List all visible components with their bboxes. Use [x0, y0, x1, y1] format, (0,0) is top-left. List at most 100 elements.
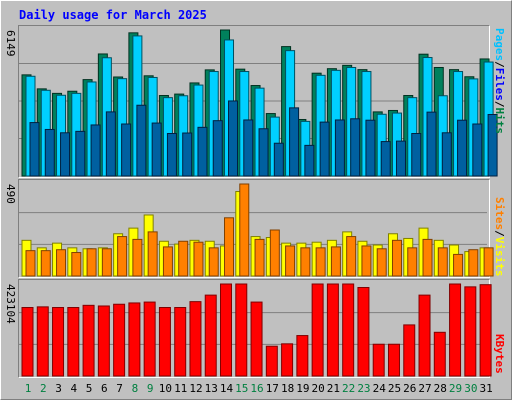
day-label-4: 4 — [70, 382, 78, 395]
day-label-21: 21 — [326, 382, 341, 395]
kbytes-bar-kbytes-12 — [189, 301, 202, 377]
visits-bar-sites-7 — [117, 236, 128, 277]
day-label-9: 9 — [146, 382, 154, 395]
day-label-22: 22 — [342, 382, 356, 395]
day-label-8: 8 — [131, 382, 139, 395]
hits-bar-pages-1 — [29, 122, 40, 177]
visits-bar-sites-4 — [71, 252, 82, 277]
hits-bar-pages-11 — [182, 132, 193, 177]
visits-bar-sites-2 — [40, 250, 51, 277]
legend-kbytes: KBytes — [493, 334, 506, 374]
visits-bar-sites-31 — [483, 247, 494, 277]
kbytes-bar-kbytes-7 — [113, 303, 126, 377]
kbytes-bar-kbytes-30 — [464, 286, 477, 377]
hits-bar-pages-3 — [60, 132, 71, 177]
visits-bar-sites-10 — [162, 246, 173, 277]
day-label-20: 20 — [311, 382, 325, 395]
day-label-24: 24 — [372, 382, 386, 395]
visits-bar-sites-25 — [391, 239, 402, 277]
day-label-17: 17 — [265, 382, 279, 395]
legend-hits: Hits — [493, 107, 506, 135]
hits-legend: Pages/Files/Hits — [493, 28, 506, 134]
visits-bar-sites-8 — [132, 238, 143, 277]
kbytes-bar-kbytes-26 — [403, 324, 416, 377]
day-label-16: 16 — [250, 382, 264, 395]
visits-bar-sites-6 — [101, 248, 112, 277]
day-label-28: 28 — [433, 382, 447, 395]
visits-bar-sites-30 — [468, 249, 479, 277]
day-label-26: 26 — [403, 382, 417, 395]
legend-visits: Visits — [493, 236, 506, 277]
visits-bar-sites-23 — [361, 245, 372, 277]
day-label-13: 13 — [204, 382, 218, 395]
hits-bar-pages-28 — [441, 132, 452, 177]
day-label-25: 25 — [387, 382, 402, 395]
hits-bar-pages-15 — [243, 119, 254, 177]
hits-bar-pages-27 — [426, 111, 437, 177]
kbytes-bar-kbytes-27 — [418, 294, 431, 377]
day-label-3: 3 — [55, 382, 62, 395]
visits-bar-sites-12 — [193, 241, 204, 277]
kbytes-bar-kbytes-15 — [235, 283, 248, 377]
kbytes-bar-kbytes-4 — [67, 307, 80, 377]
kbytes-bar-kbytes-1 — [21, 307, 34, 377]
kbytes-bar-kbytes-13 — [204, 294, 217, 377]
visits-bar-sites-27 — [422, 238, 433, 277]
hits-bar-pages-14 — [228, 100, 239, 177]
visits-bar-sites-17 — [269, 229, 280, 277]
hits-bar-pages-17 — [273, 142, 284, 177]
kbytes-bar-kbytes-18 — [281, 343, 294, 377]
day-label-15: 15 — [235, 382, 249, 395]
visits-bar-sites-20 — [315, 247, 326, 277]
kbytes-bar-kbytes-22 — [342, 283, 355, 377]
hits-bar-pages-21 — [334, 119, 345, 177]
visits-bar-sites-18 — [285, 245, 296, 277]
kbytes-bar-kbytes-28 — [433, 331, 446, 377]
kbytes-bar-kbytes-10 — [158, 307, 171, 377]
day-label-12: 12 — [189, 382, 203, 395]
visits-bar-sites-15 — [239, 183, 250, 277]
hits-bar-pages-20 — [319, 121, 330, 177]
day-label-7: 7 — [116, 382, 123, 395]
kbytes-bar-kbytes-3 — [52, 307, 65, 377]
day-label-31: 31 — [479, 382, 493, 395]
kbytes-legend: KBytes — [493, 334, 506, 374]
hits-bar-pages-24 — [380, 141, 391, 177]
kbytes-bar-kbytes-2 — [36, 306, 49, 377]
hits-bar-pages-2 — [44, 128, 55, 177]
legend-files: Files — [493, 67, 506, 101]
visits-bar-sites-19 — [300, 247, 311, 277]
visits-bar-sites-29 — [453, 253, 464, 277]
kbytes-bar-kbytes-16 — [250, 301, 263, 377]
hits-bar-pages-31 — [487, 114, 498, 177]
hits-bar-pages-25 — [395, 140, 406, 177]
hits-bar-pages-26 — [411, 132, 422, 177]
hits-bar-pages-29 — [457, 119, 468, 177]
visits-max-label: 490 — [4, 184, 17, 204]
kbytes-bar-kbytes-8 — [128, 302, 141, 377]
day-label-5: 5 — [85, 382, 93, 395]
visits-bar-sites-9 — [147, 231, 158, 277]
hits-bar-pages-6 — [105, 111, 116, 177]
visits-bar-sites-22 — [346, 236, 357, 277]
hits-bar-pages-9 — [151, 122, 162, 177]
kbytes-bar-kbytes-17 — [265, 345, 278, 377]
visits-bar-sites-5 — [86, 248, 97, 277]
hits-bar-pages-12 — [197, 126, 208, 177]
hits-bar-pages-5 — [90, 124, 101, 177]
kbytes-bar-kbytes-21 — [326, 283, 339, 377]
kbytes-bar-kbytes-24 — [372, 343, 385, 377]
visits-bar-sites-3 — [56, 249, 67, 277]
kbytes-bar-kbytes-6 — [97, 305, 110, 377]
visits-bar-sites-26 — [407, 247, 418, 277]
hits-bar-pages-18 — [289, 107, 300, 177]
day-label-19: 19 — [296, 382, 310, 395]
visits-bar-sites-11 — [178, 240, 189, 277]
kbytes-bar-kbytes-9 — [143, 301, 156, 377]
hits-bar-pages-13 — [212, 120, 223, 177]
day-label-18: 18 — [280, 382, 295, 395]
kbytes-bar-kbytes-29 — [449, 283, 462, 377]
day-label-10: 10 — [158, 382, 173, 395]
day-label-23: 23 — [357, 382, 371, 395]
